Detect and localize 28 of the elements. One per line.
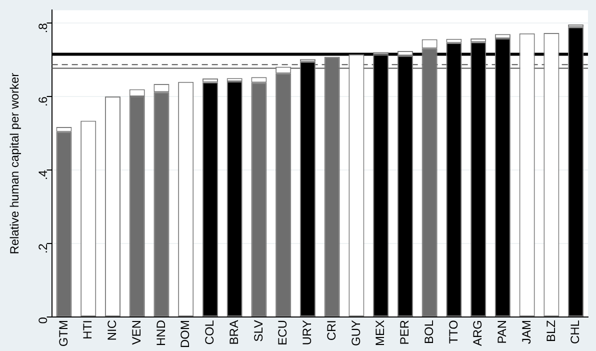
- x-tick-label: GUY: [348, 320, 363, 346]
- x-tick-label: NIC: [105, 320, 120, 341]
- x-tick-label: JAM: [519, 320, 534, 344]
- x-tick-label: CHL: [568, 320, 582, 344]
- y-tick-label: .4: [36, 170, 50, 180]
- x-tick-label: HND: [154, 320, 168, 346]
- x-tick-label: URY: [300, 320, 314, 346]
- y-tick-label: .2: [36, 243, 50, 254]
- x-tick-label: BOL: [422, 320, 436, 344]
- y-tick-label: .6: [36, 96, 50, 107]
- x-tick-label: BLZ: [544, 320, 558, 342]
- x-tick-label: TTO: [446, 320, 460, 344]
- x-tick-label: MEX: [373, 320, 388, 346]
- x-tick-label: DOM: [178, 320, 192, 348]
- x-tick-label: ECU: [276, 320, 290, 346]
- x-tick-label: HTI: [80, 320, 95, 340]
- x-tick-label: COL: [202, 320, 217, 345]
- x-tick-label: BRA: [226, 320, 241, 345]
- x-tick-label: PAN: [495, 320, 510, 344]
- y-tick-label: 0: [36, 316, 50, 324]
- x-tick-label: CRI: [324, 320, 338, 341]
- x-tick-label: SLV: [251, 320, 266, 342]
- x-tick-label: GTM: [56, 320, 70, 347]
- x-tick-label: PER: [398, 320, 412, 345]
- y-tick-label: .8: [36, 22, 50, 34]
- x-tick-label: ARG: [470, 320, 485, 346]
- x-tick-label: VEN: [129, 320, 144, 345]
- y-axis-title: Relative human capital per worker: [8, 72, 22, 254]
